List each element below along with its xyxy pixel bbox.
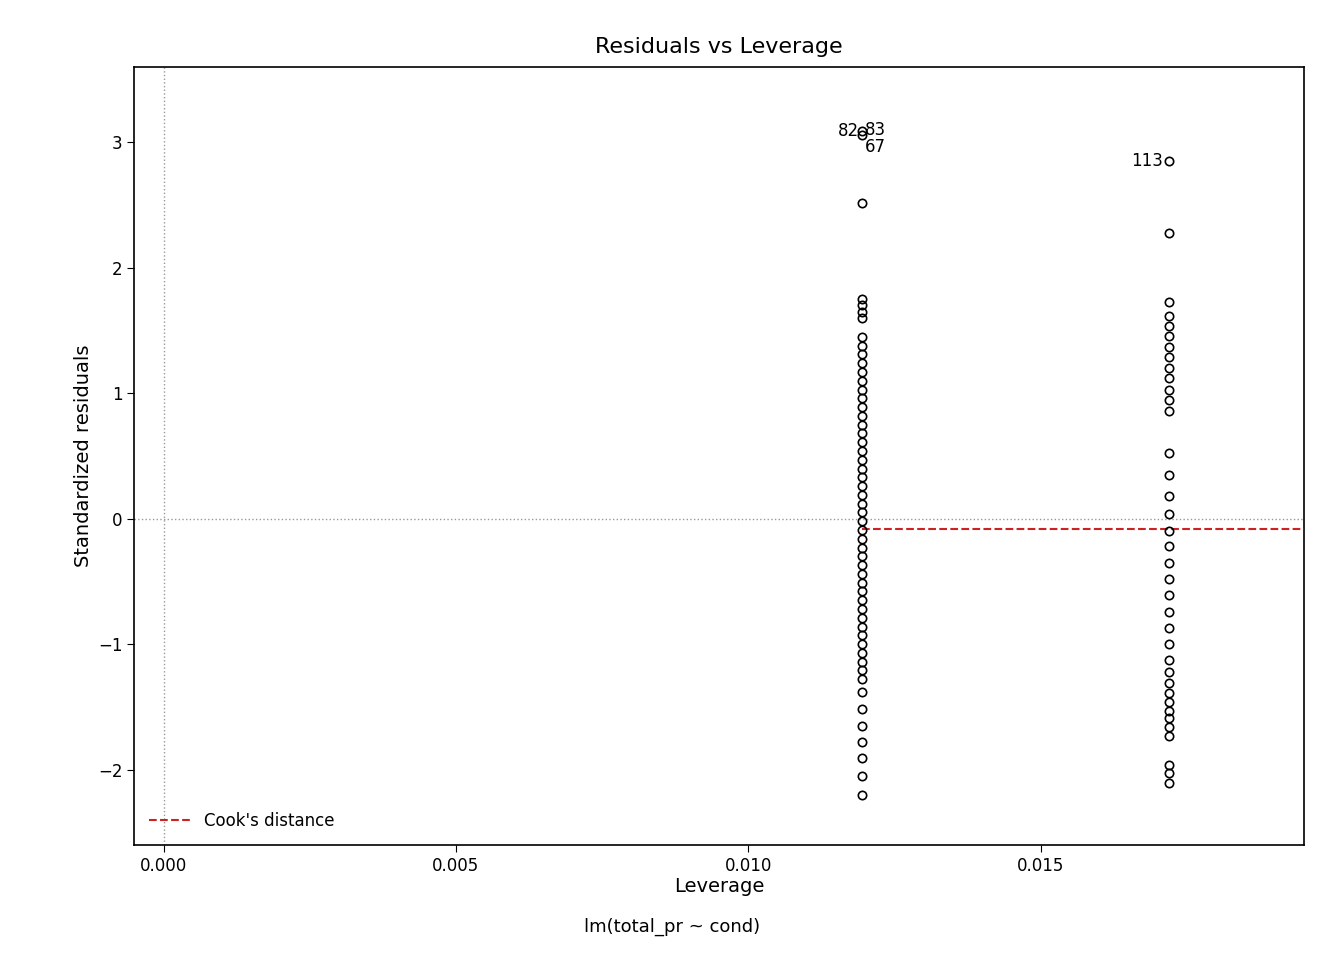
Text: 113: 113 — [1132, 153, 1164, 170]
Text: 67: 67 — [866, 138, 886, 156]
Text: lm(total_pr ~ cond): lm(total_pr ~ cond) — [583, 918, 761, 936]
X-axis label: Leverage: Leverage — [673, 877, 765, 897]
Legend: Cook's distance: Cook's distance — [142, 805, 341, 836]
Y-axis label: Standardized residuals: Standardized residuals — [74, 345, 93, 567]
Text: 82: 82 — [839, 122, 859, 140]
Text: 83: 83 — [866, 121, 886, 139]
Title: Residuals vs Leverage: Residuals vs Leverage — [595, 37, 843, 58]
